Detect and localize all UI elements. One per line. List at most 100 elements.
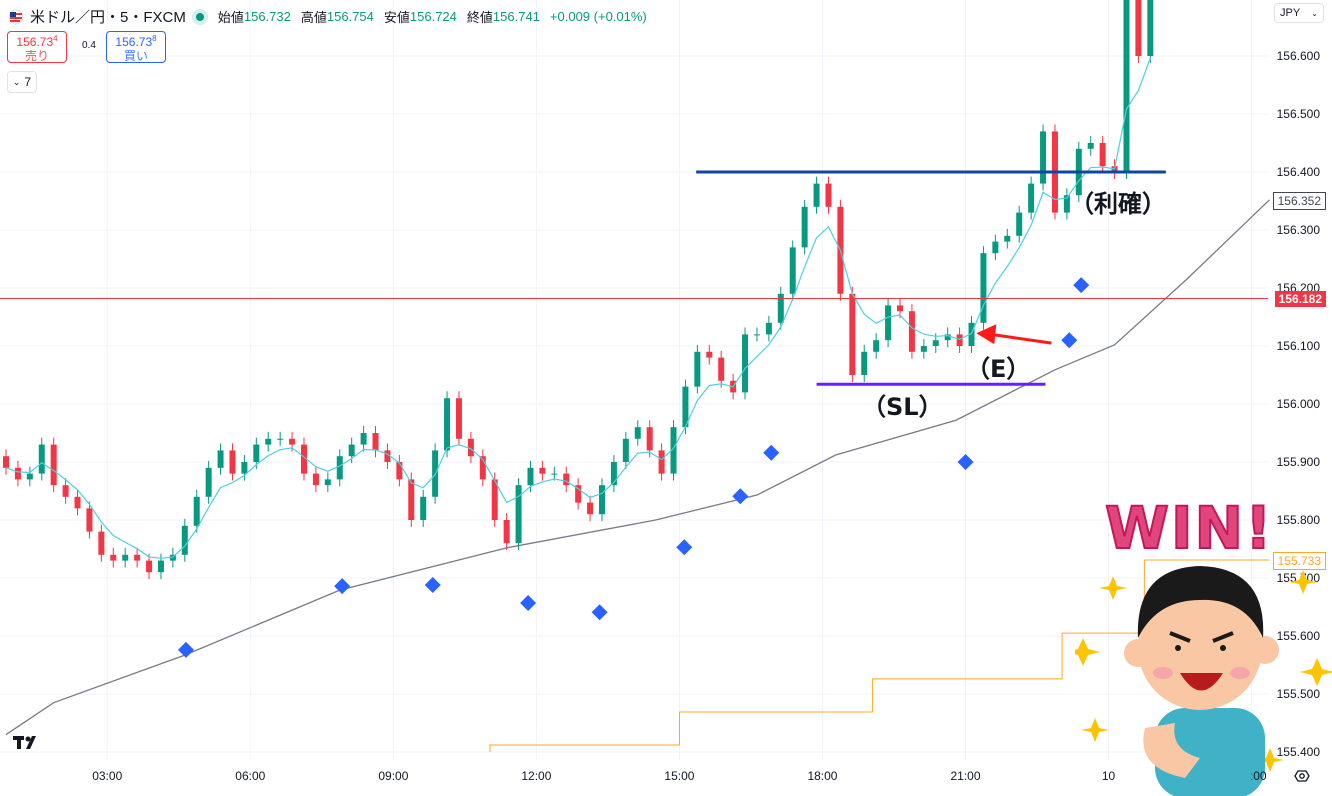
candle-body: [718, 357, 725, 381]
candle-body: [956, 334, 963, 346]
candle-body: [801, 206, 808, 248]
candle-body: [1028, 183, 1035, 213]
sell-price: 156.73: [16, 34, 54, 49]
spread-value: 0.4: [82, 40, 96, 51]
candle-body: [301, 444, 307, 474]
currency-select[interactable]: JPY ⌄: [1274, 3, 1324, 23]
candle-body: [897, 305, 903, 312]
tradingview-logo-icon[interactable]: [12, 734, 44, 750]
candle-body: [169, 554, 176, 561]
candle-body: [360, 433, 367, 445]
candle-body: [873, 340, 880, 352]
candle-body: [587, 502, 594, 515]
candle-body: [265, 438, 272, 445]
candle-body: [992, 241, 999, 254]
candle-body: [444, 398, 451, 451]
y-tick-label: 155.900: [1276, 455, 1320, 469]
symbol-title[interactable]: 米ドル／円・5・FXCM: [30, 9, 186, 26]
price-axis[interactable]: 156.600 156.500 156.400 156.300 156.200 156.1…: [1268, 0, 1332, 760]
svg-text:WIN!: WIN!: [1105, 494, 1274, 562]
candle-body: [98, 531, 105, 555]
sar-marker: [591, 604, 608, 621]
candle-body: [610, 462, 617, 486]
eye-settings-icon[interactable]: [1293, 768, 1311, 784]
sar-marker: [177, 641, 194, 658]
indicators-toggle-button[interactable]: ⌄ 7: [7, 71, 37, 93]
chevron-down-icon: ⌄: [12, 76, 21, 87]
candle-body: [575, 485, 582, 503]
y-tick-label: 156.400: [1276, 165, 1320, 179]
candle-body: [1135, 0, 1142, 56]
candle-body: [551, 473, 558, 475]
chevron-down-icon: ⌄: [1311, 8, 1318, 18]
candle-body: [944, 334, 951, 341]
candle-body: [1087, 143, 1094, 149]
candle-body: [1147, 0, 1154, 56]
entry-arrow-shaft: [990, 332, 1052, 345]
candle-body: [622, 438, 629, 462]
candle-body: [682, 386, 689, 428]
candle-body: [1016, 212, 1023, 236]
candle-body: [1040, 131, 1047, 184]
close-label: 終値: [466, 10, 493, 25]
high-value: 156.754: [326, 9, 374, 24]
candle-body: [348, 444, 355, 457]
candle-body: [789, 247, 796, 294]
x-tick-label: 03:00: [92, 769, 123, 783]
y-tick-label: 156.100: [1276, 339, 1320, 353]
candle-body: [634, 427, 641, 439]
candle-body: [813, 183, 820, 207]
change-value: +0.009 (+0.01%): [549, 9, 647, 24]
buy-price-pip: 8: [152, 33, 157, 43]
candle-body: [122, 554, 129, 561]
candle-body: [157, 560, 164, 573]
y-tick-label: 155.800: [1276, 513, 1320, 527]
candle-body: [920, 346, 927, 352]
candle-body: [455, 398, 462, 439]
sell-button[interactable]: 156.734 売り: [7, 31, 67, 63]
close-value: 156.741: [492, 9, 540, 24]
entry-arrow-head-icon: [976, 324, 997, 345]
candle-body: [825, 183, 832, 207]
candle-body: [134, 554, 141, 561]
market-status-icon: [191, 8, 208, 25]
candle-body: [38, 444, 45, 474]
stop-loss-annotation: （SL）: [862, 393, 943, 421]
candle-body: [62, 485, 69, 497]
candle-body: [503, 520, 510, 544]
candle-body: [968, 322, 975, 346]
current-price-label: 156.182: [1274, 291, 1326, 307]
candle-body: [467, 438, 474, 457]
candle-body: [229, 450, 236, 474]
sar-layer: [177, 277, 1090, 658]
sparkle-icon: [1075, 570, 1332, 772]
y-tick-label: 156.300: [1276, 223, 1320, 237]
take-profit-annotation: （利確）: [1070, 190, 1166, 218]
x-tick-label: 21:00: [950, 769, 981, 783]
x-tick-label: 12:00: [521, 769, 552, 783]
candle-body: [932, 340, 939, 346]
levels-layer: [0, 170, 1268, 386]
fast-ma-layer: [5, 57, 1151, 559]
step-price-label: 155.733: [1272, 552, 1326, 570]
sar-marker: [732, 488, 749, 505]
candle-body: [336, 456, 343, 480]
candle-body: [384, 450, 391, 462]
entry-annotation: （E）: [966, 355, 1031, 383]
buy-label: 買い: [123, 48, 148, 63]
candle-body: [312, 473, 319, 486]
y-tick-label: 156.500: [1276, 107, 1320, 121]
buy-button[interactable]: 156.738 買い: [106, 31, 166, 63]
candle-body: [1004, 235, 1011, 242]
candle-body: [50, 444, 57, 486]
sar-marker: [957, 454, 974, 470]
y-tick-label: 155.600: [1276, 629, 1320, 643]
candle-body: [74, 496, 81, 509]
candle-body: [908, 311, 915, 352]
candle-body: [658, 450, 665, 474]
candle-body: [563, 473, 570, 486]
x-tick-label: 18:00: [807, 769, 838, 783]
candle-body: [146, 560, 153, 573]
candle-body: [849, 293, 856, 375]
